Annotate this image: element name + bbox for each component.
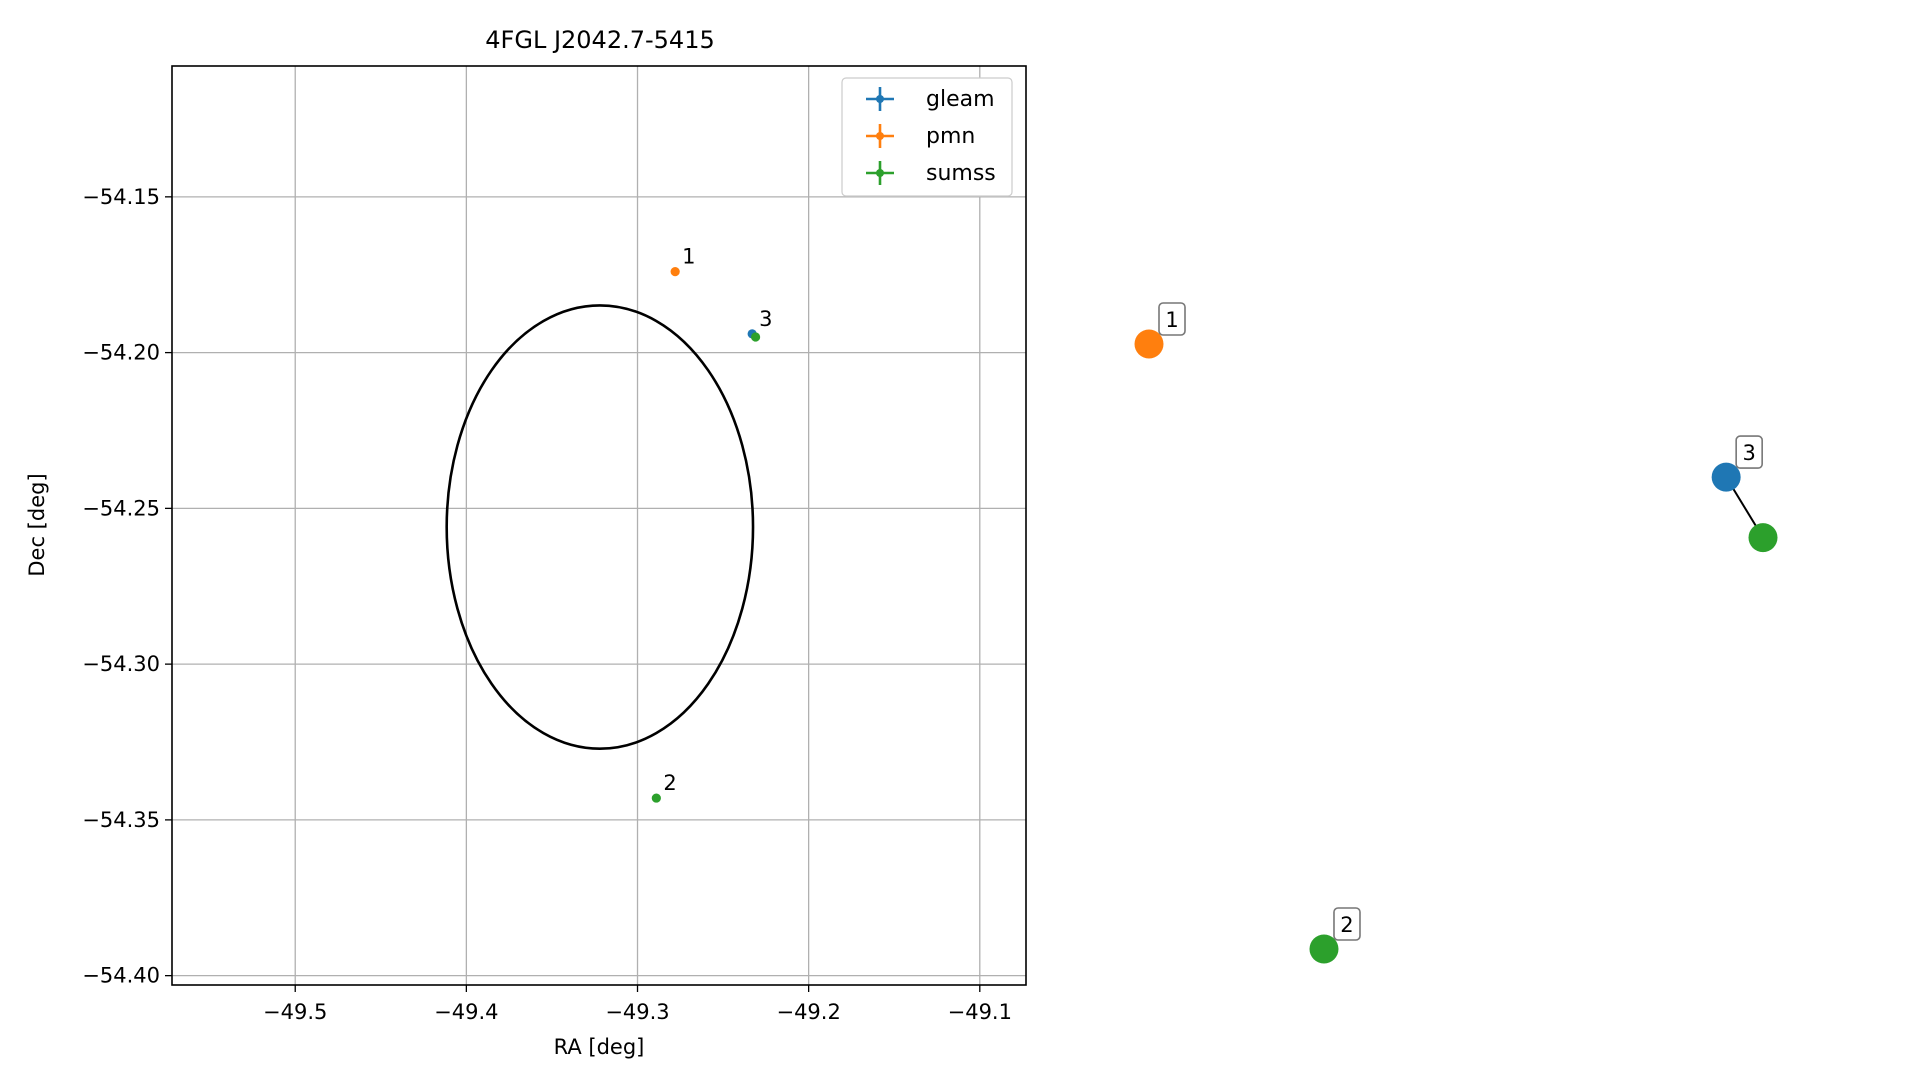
- chart-title: 4FGL J2042.7-5415: [485, 26, 714, 54]
- y-tick-label: −54.15: [82, 185, 160, 209]
- sky-map-chart: 4FGL J2042.7-5415 312 −49.5 −49.4 −49.3 −49…: [25, 26, 1027, 1059]
- grid-lines: [172, 66, 1026, 985]
- legend-label: sumss: [926, 161, 996, 186]
- source-point-pmn: [670, 267, 680, 277]
- source-point-sumss: [750, 332, 761, 342]
- graph-node-label: 1: [1165, 308, 1178, 332]
- x-tick-label: −49.4: [434, 1000, 498, 1024]
- legend-box: [841, 77, 1013, 197]
- x-tick-label: −49.3: [605, 1000, 669, 1024]
- graph-node-label-box: [1333, 907, 1361, 941]
- plot-frame: [171, 65, 1027, 986]
- graph-node-label: 3: [1742, 441, 1755, 465]
- legend-dot-gleam: [876, 95, 884, 103]
- legend: gleam pmn sumss: [841, 77, 1013, 197]
- source-point-label: 1: [682, 245, 695, 269]
- graph-node-label: 2: [1340, 913, 1353, 937]
- y-tick-label: −54.35: [82, 808, 160, 832]
- axis-ticks: −49.5 −49.4 −49.3 −49.2 −49.1 −54.15 −54.20 −54…: [82, 185, 1012, 1024]
- region-circle-layer: [445, 304, 755, 751]
- source-point-label: 3: [759, 307, 772, 331]
- legend-label: pmn: [926, 124, 975, 149]
- source-point-label: 2: [663, 771, 676, 795]
- source-points-layer: 3 1 2: [651, 245, 773, 803]
- association-graph: 1 2 3: [1134, 302, 1778, 964]
- graph-node: [1748, 523, 1778, 553]
- graph-node-label-box: [1735, 435, 1763, 469]
- x-tick-label: −49.5: [263, 1000, 327, 1024]
- graph-node: [1711, 462, 1741, 492]
- x-axis-label: RA [deg]: [554, 1035, 645, 1059]
- y-tick-label: −54.25: [82, 496, 160, 520]
- source-point-sumss: [651, 793, 661, 803]
- graph-node-label-box: [1158, 302, 1186, 336]
- x-tick-label: −49.2: [776, 1000, 840, 1024]
- graph-node: [1309, 934, 1339, 964]
- y-tick-label: −54.30: [82, 652, 160, 676]
- y-tick-label: −54.40: [82, 964, 160, 988]
- legend-dot-sumss: [876, 169, 884, 177]
- y-tick-label: −54.20: [82, 341, 160, 365]
- legend-dot-pmn: [876, 132, 884, 140]
- x-tick-label: −49.1: [948, 1000, 1012, 1024]
- region-circle: [445, 304, 755, 751]
- graph-node: [1134, 329, 1164, 359]
- y-axis-label: Dec [deg]: [25, 473, 49, 576]
- legend-label: gleam: [926, 87, 995, 112]
